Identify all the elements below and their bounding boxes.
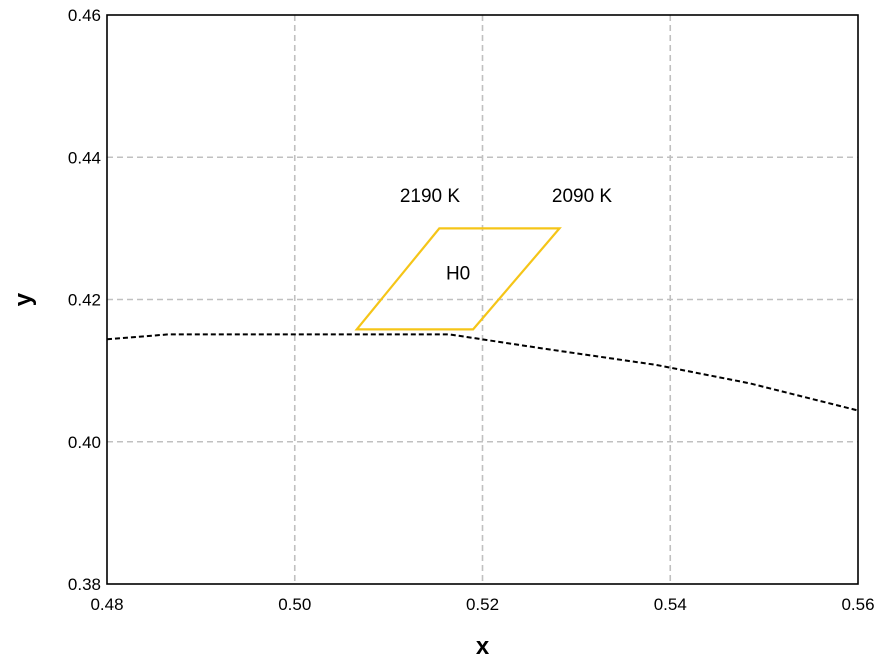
y-axis-title: y	[10, 292, 37, 306]
h0-quadrangle	[354, 227, 562, 331]
annotation-label: 2190 K	[400, 186, 461, 207]
x-tick-labels: 0.48 0.50 0.52 0.54 0.56	[90, 595, 874, 614]
plot-frame	[106, 14, 859, 585]
annotation-label: H0	[446, 264, 470, 285]
y-tick-labels: 0.38 0.40 0.42 0.44 0.46	[68, 6, 101, 594]
planckian-locus-line	[106, 333, 859, 412]
annotations: 2190 K 2090 K H0	[400, 186, 613, 285]
x-tick-label: 0.52	[466, 595, 499, 614]
y-tick-label: 0.44	[68, 148, 101, 167]
plot-series	[106, 227, 859, 412]
y-tick-label: 0.40	[68, 433, 101, 452]
y-tick-label: 0.38	[68, 575, 101, 594]
annotation-label: 2090 K	[552, 186, 613, 207]
x-tick-label: 0.54	[654, 595, 687, 614]
x-tick-label: 0.50	[278, 595, 311, 614]
x-tick-label: 0.48	[90, 595, 123, 614]
x-axis-title: x	[476, 633, 490, 658]
grid-lines	[107, 15, 858, 584]
y-tick-label: 0.46	[68, 6, 101, 25]
y-tick-label: 0.42	[68, 291, 101, 310]
x-tick-label: 0.56	[841, 595, 874, 614]
